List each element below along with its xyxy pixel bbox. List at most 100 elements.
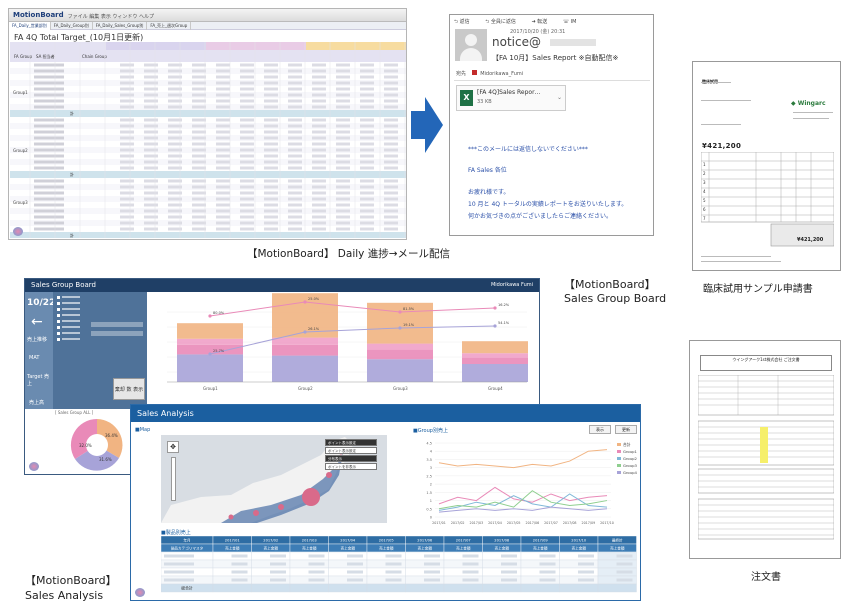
map-pan-control[interactable]: ✥ [167, 441, 179, 453]
bar-segment[interactable] [272, 355, 338, 382]
app-toolbar: MotionBoard ファイル 編集 表示 ウィンドウ ヘルプ [9, 9, 406, 22]
line-point[interactable] [208, 352, 212, 356]
forward-button[interactable]: ➜ 転送 [531, 19, 548, 25]
chart-section-label: ■Group別売上 [413, 428, 448, 434]
bar-segment[interactable] [272, 344, 338, 356]
table-header: 2017/10 [571, 539, 587, 543]
bar-segment[interactable] [462, 353, 528, 358]
point-label: 19.1% [403, 323, 415, 327]
filter-checkbox[interactable] [57, 331, 83, 335]
bar-segment[interactable] [462, 358, 528, 364]
table-row [10, 86, 406, 92]
line-point[interactable] [493, 306, 497, 310]
sales-analysis-screenshot: Sales Analysis ■Map ■Group別売上 表示 更新 ✥ ポイ… [130, 404, 641, 601]
tab-weekly-group[interactable]: FA_売上_週次Group [147, 22, 192, 30]
point-label: 25.7% [213, 349, 225, 353]
email-to-row: 宛先 Midorikawa_Fumi [456, 70, 524, 77]
bar-segment[interactable] [462, 364, 528, 382]
bar-segment[interactable] [367, 302, 433, 344]
table-row [10, 117, 406, 123]
table-row [10, 68, 406, 74]
menu-bar[interactable]: ファイル 編集 表示 ウィンドウ ヘルプ [67, 14, 155, 20]
line-point[interactable] [303, 300, 307, 304]
x-tick-label: Group1 [203, 386, 218, 391]
side-item-1[interactable]: 売上推移 [27, 337, 48, 343]
series-line[interactable] [438, 490, 608, 510]
display-button[interactable]: 棄却 数 表示 [113, 378, 145, 400]
series-line[interactable] [438, 506, 608, 513]
line-point[interactable] [208, 314, 212, 318]
bar-segment[interactable] [177, 338, 243, 345]
filter-checkbox[interactable] [57, 319, 83, 323]
im-button[interactable]: ☏ IM [562, 19, 577, 25]
series-line[interactable] [438, 486, 608, 505]
map-option-3[interactable]: 分布表示 [325, 455, 377, 462]
map-point[interactable] [228, 514, 234, 520]
sender-avatar [455, 29, 487, 61]
bar-segment[interactable] [367, 343, 433, 350]
bar-segment[interactable] [367, 349, 433, 360]
attachment-card[interactable]: X [FA 4Q]Sales Repor… 33 KB ⌄ [456, 85, 566, 111]
map-point[interactable] [253, 510, 259, 516]
map-option-4[interactable]: ポイントを非表示 [325, 463, 377, 470]
sgb-date: 10/22 [27, 298, 56, 308]
email-datetime: 2017/10/20 (金) 20:31 [510, 29, 566, 35]
filter-checkbox[interactable] [57, 313, 83, 317]
line-point[interactable] [493, 324, 497, 328]
map-zoom-slider[interactable] [171, 457, 176, 501]
show-button[interactable]: 表示 [589, 425, 611, 434]
reply-all-button[interactable]: ⮌ 全員に返信 [485, 19, 516, 25]
bar-segment[interactable] [177, 323, 243, 339]
refresh-button[interactable]: 更新 [615, 425, 637, 434]
bar-segment[interactable] [177, 354, 243, 382]
map-option-1[interactable]: ポイント表示設定 [325, 439, 377, 446]
filter-checkbox[interactable] [57, 301, 83, 305]
bar-segment[interactable] [462, 341, 528, 354]
map-option-2[interactable]: ポイント表示設定 [325, 447, 377, 454]
tab-daily-group[interactable]: FA_Daily_Group別 [51, 22, 93, 30]
map-land [161, 437, 353, 523]
series-line[interactable] [438, 449, 608, 469]
table-subheader: 売上金額 [418, 546, 433, 551]
map-point[interactable] [278, 504, 284, 510]
doc1-row-number: 7 [703, 216, 706, 221]
side-item-3[interactable]: Target 売上 [27, 374, 50, 387]
email-divider [454, 80, 650, 81]
series-line[interactable] [438, 493, 608, 511]
reply-button[interactable]: ⮌ 返信 [454, 19, 470, 25]
table-row [10, 226, 406, 232]
group-label-2: Group2 [13, 148, 28, 153]
x-tick-label: 2017/06 [525, 521, 539, 525]
chevron-down-icon[interactable]: ⌄ [556, 94, 562, 101]
line-point[interactable] [398, 326, 402, 330]
japan-map[interactable]: ✥ ポイント表示設定 ポイント表示設定 分布表示 ポイントを非表示 [161, 435, 387, 523]
point-label: 25.0% [308, 297, 320, 301]
bar-segment[interactable] [177, 344, 243, 355]
bar-segment[interactable] [272, 337, 338, 345]
filter-checkbox[interactable] [57, 307, 83, 311]
filter-checkbox-list[interactable] [57, 295, 83, 343]
filter-checkbox[interactable] [57, 337, 83, 341]
tab-daily-dept[interactable]: FA_Daily_営業部別 [9, 22, 51, 30]
bar-segment[interactable] [367, 359, 433, 382]
filter-checkbox[interactable] [57, 325, 83, 329]
line-point[interactable] [398, 310, 402, 314]
back-arrow-icon[interactable]: ← [31, 314, 43, 330]
table-row [10, 159, 406, 165]
map-point[interactable] [326, 472, 332, 478]
doc1-row-number: 6 [703, 207, 706, 212]
table-header: 2017/06 [417, 539, 433, 543]
x-tick-label: 2017/05 [507, 521, 521, 525]
sgb-header: Sales Group Board Midorikawa Fumi [25, 279, 539, 292]
side-item-2[interactable]: MAT [29, 355, 40, 361]
table-subheader: 売上金額 [456, 546, 471, 551]
tab-daily-sales-group[interactable]: FA_Daily_Sales_Group別 [93, 22, 148, 30]
doc1-amount: ¥421,200 [702, 142, 742, 150]
legend-entry: Group3 [623, 463, 638, 468]
table-row [10, 141, 406, 147]
line-point[interactable] [303, 330, 307, 334]
map-point-large[interactable] [302, 488, 320, 506]
filter-checkbox[interactable] [57, 295, 83, 299]
side-item-4[interactable]: 売上高 [29, 400, 45, 406]
